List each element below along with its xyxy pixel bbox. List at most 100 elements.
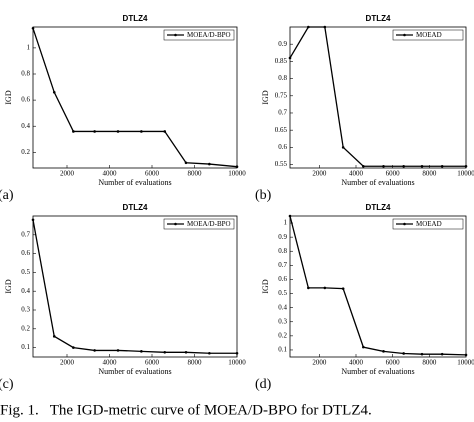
point — [52, 90, 56, 94]
x-axis-label: Number of evaluations — [341, 178, 414, 187]
y-tick-label: 0.3 — [21, 306, 30, 314]
point — [208, 351, 211, 355]
x-tick-label: 10000 — [457, 359, 474, 367]
legend-label: MOEAD — [416, 220, 442, 228]
point — [52, 335, 56, 338]
point — [440, 164, 444, 168]
panel-label: (d) — [255, 377, 272, 392]
legend-marker — [403, 222, 406, 226]
x-tick-label: 8000 — [188, 170, 203, 178]
point — [341, 287, 345, 290]
y-tick-label: 0.5 — [278, 289, 287, 297]
y-tick-label: 0.6 — [21, 96, 30, 104]
point — [235, 165, 239, 168]
x-tick-label: 2000 — [312, 170, 327, 178]
x-tick-label: 4000 — [349, 359, 364, 367]
point — [31, 218, 35, 222]
legend-box — [163, 29, 235, 41]
legend-box — [392, 218, 464, 230]
point — [402, 352, 405, 355]
plot-frame — [289, 215, 467, 358]
point — [307, 286, 310, 290]
caption: Fig. 1. The IGD-metric curve of MOEA/D-B… — [0, 402, 372, 418]
legend-marker — [174, 33, 177, 37]
y-tick-label: 1 — [27, 43, 31, 51]
legend-marker — [403, 33, 406, 37]
y-tick-label: 0.9 — [278, 40, 287, 48]
point — [72, 346, 75, 349]
y-tick-label: 0.7 — [278, 261, 287, 269]
x-axis-label: Number of evaluations — [98, 367, 171, 376]
series-line — [289, 215, 467, 356]
y-tick-label: 0.4 — [21, 122, 30, 130]
panel-label: (b) — [255, 188, 272, 203]
point — [288, 56, 292, 60]
point — [382, 164, 385, 168]
y-tick-label: 0.1 — [21, 343, 30, 351]
x-tick-label: 4000 — [103, 359, 118, 367]
series-line — [289, 26, 466, 167]
legend-label: MOEAD — [416, 31, 442, 39]
y-tick-label: 0.7 — [278, 109, 287, 117]
point — [420, 352, 424, 356]
y-tick-label: 0.8 — [278, 74, 287, 82]
x-tick-label: 6000 — [145, 359, 160, 367]
point — [307, 25, 310, 29]
point — [140, 350, 143, 353]
y-tick-label: 0.65 — [275, 126, 288, 134]
y-tick-label: 0.2 — [278, 331, 287, 339]
plot-frame — [32, 215, 238, 358]
x-tick-label: 8000 — [188, 359, 203, 367]
x-tick-label: 6000 — [145, 170, 160, 178]
x-tick-label: 10000 — [228, 359, 246, 367]
point — [31, 27, 35, 30]
point — [116, 349, 120, 352]
panel-label: (a) — [0, 188, 14, 203]
y-tick-label: 1 — [284, 219, 288, 227]
point — [140, 130, 143, 133]
y-axis-label: IGD — [4, 90, 13, 104]
point — [362, 164, 365, 168]
y-axis-label: IGD — [4, 279, 13, 293]
y-tick-label: 0.3 — [278, 317, 287, 325]
panel: DTLZ4 Number of evaluations IGD (b) 2000 4000… — [255, 14, 474, 203]
point — [323, 286, 327, 290]
point — [72, 130, 75, 133]
series-line — [32, 219, 237, 354]
y-tick-label: 0.2 — [21, 148, 30, 156]
x-tick-label: 10000 — [228, 170, 246, 178]
chart-title: DTLZ4 — [366, 203, 391, 212]
chart-title: DTLZ4 — [123, 14, 148, 23]
chart-title: DTLZ4 — [123, 203, 148, 212]
point — [464, 164, 468, 168]
panel: DTLZ4 Number of evaluations IGD (d) 2000 4000… — [255, 203, 474, 392]
y-tick-label: 0.2 — [21, 324, 30, 332]
y-axis-label: IGD — [261, 90, 270, 104]
x-axis-label: Number of evaluations — [98, 178, 171, 187]
point — [208, 162, 211, 166]
y-tick-label: 0.75 — [275, 91, 288, 99]
y-tick-label: 0.9 — [278, 233, 287, 241]
x-tick-label: 2000 — [312, 359, 327, 367]
y-axis-label: IGD — [261, 279, 270, 293]
point — [184, 161, 188, 165]
legend-box — [392, 29, 464, 41]
y-tick-label: 0.6 — [21, 249, 30, 257]
x-tick-label: 10000 — [457, 170, 474, 178]
x-tick-label: 8000 — [422, 359, 437, 367]
point — [402, 164, 405, 168]
point — [93, 349, 96, 352]
panel: DTLZ4 Number of evaluations IGD (c) 2000 4000… — [0, 203, 246, 392]
point — [464, 353, 468, 357]
x-tick-label: 4000 — [103, 170, 118, 178]
point — [184, 351, 188, 354]
legend-label: MOEA/D-BPO — [187, 220, 231, 228]
y-tick-label: 0.4 — [278, 303, 287, 311]
point — [341, 146, 345, 149]
x-tick-label: 2000 — [60, 359, 75, 367]
y-tick-label: 0.6 — [278, 275, 287, 283]
plot-frame — [32, 26, 238, 169]
panel-label: (c) — [0, 377, 14, 392]
x-tick-label: 8000 — [422, 170, 437, 178]
